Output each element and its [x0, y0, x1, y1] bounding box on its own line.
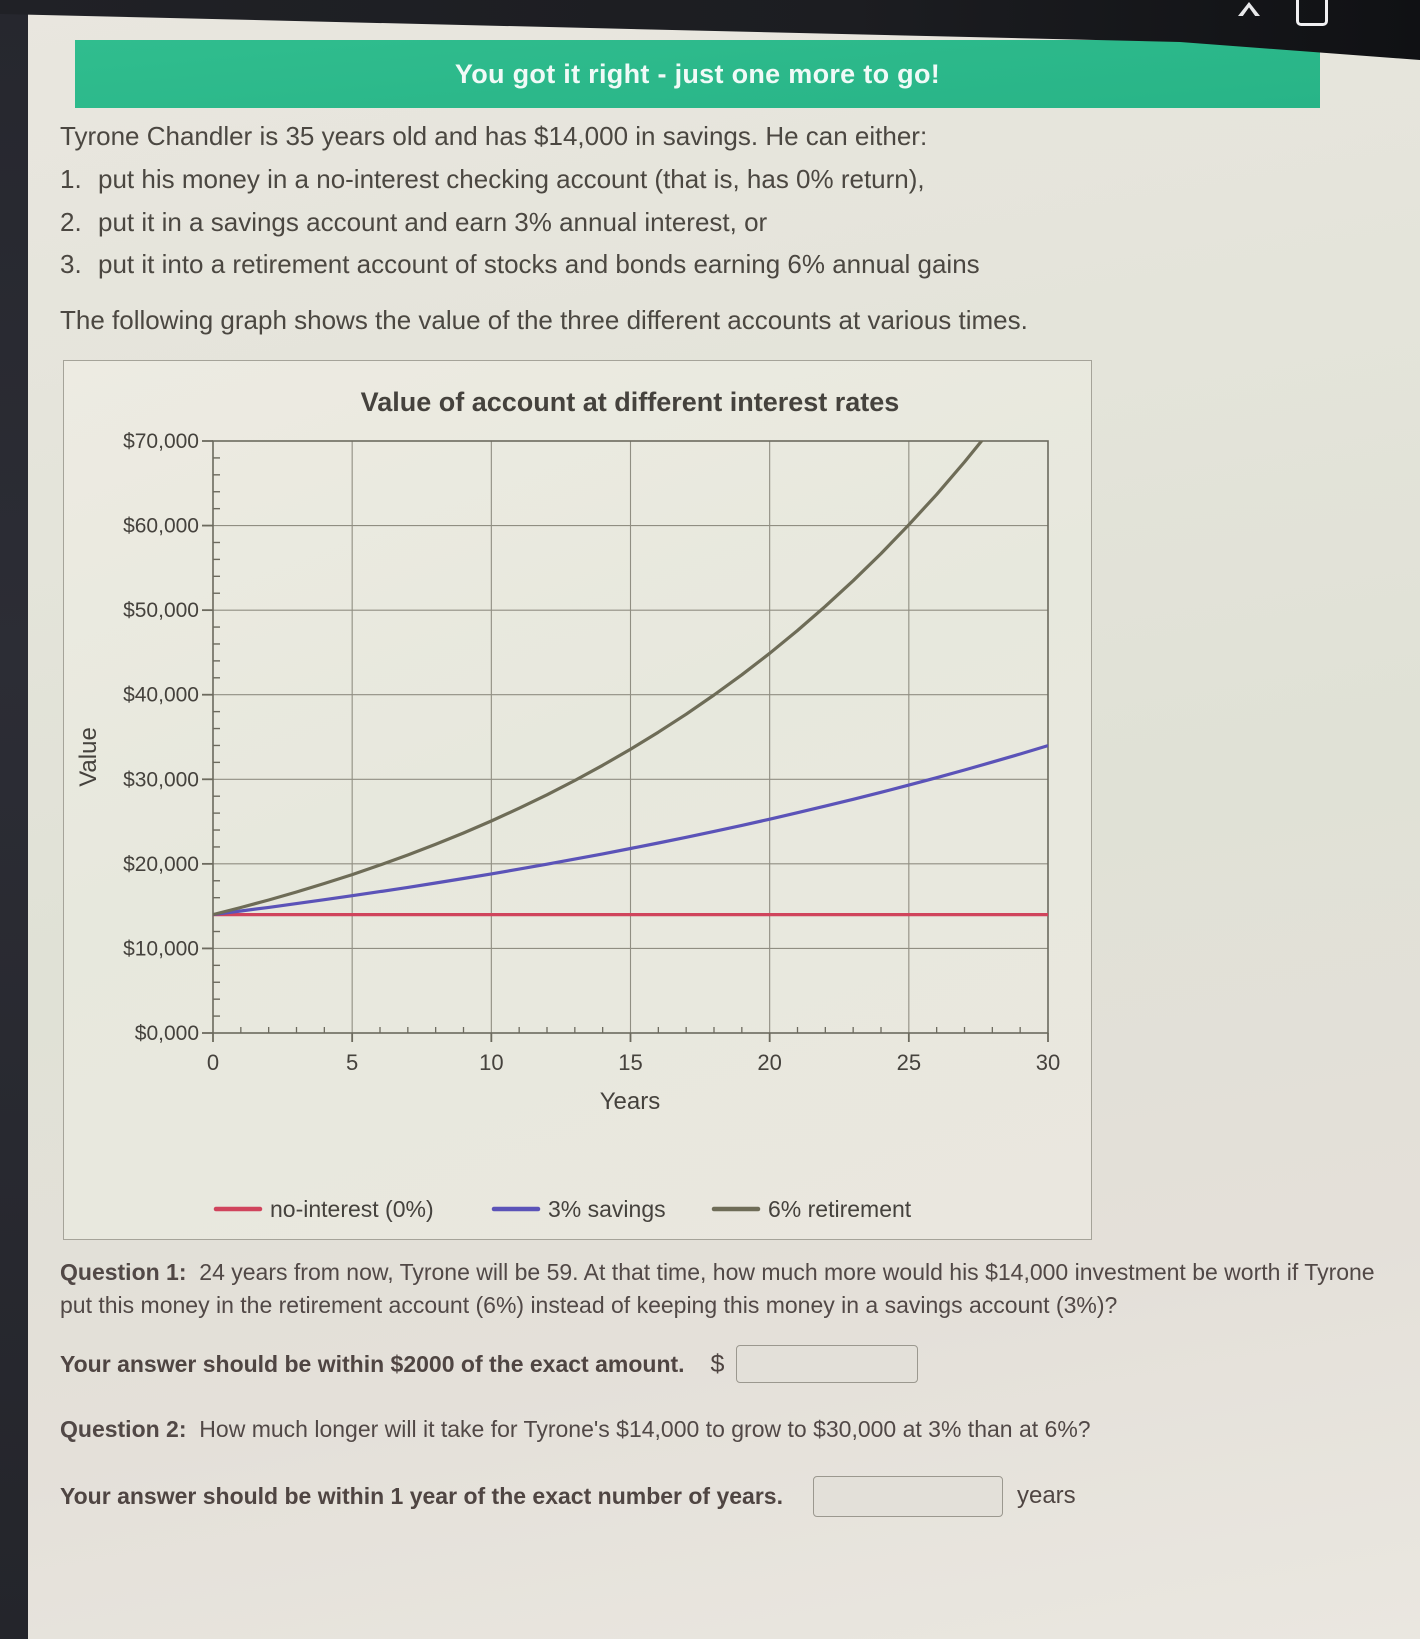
svg-text:$50,000: $50,000	[123, 599, 199, 622]
svg-text:0: 0	[207, 1050, 219, 1075]
option-2: 2. put it in a savings account and earn …	[60, 206, 1420, 240]
question-2-answer-row: Your answer should be within 1 year of t…	[60, 1475, 1420, 1517]
option-3: 3. put it into a retirement account of s…	[60, 248, 1420, 282]
chart-legend: no-interest (0%) 3% savings 6% retiremen…	[213, 1196, 912, 1222]
legend-label-3pct-savings: 3% savings	[548, 1196, 666, 1222]
question-1-instruction: Your answer should be within $2000 of th…	[60, 1350, 685, 1377]
option-1-text: put his money in a no-interest checking …	[98, 163, 925, 194]
legend-item-3pct-savings: 3% savings	[491, 1196, 666, 1222]
lesson-content: Tyrone Chandler is 35 years old and has …	[60, 112, 1420, 1517]
x-axis-label: Years	[600, 1088, 661, 1115]
chart-series-lines	[213, 440, 1048, 917]
svg-text:25: 25	[897, 1050, 921, 1075]
option-1: 1. put his money in a no-interest checki…	[60, 163, 1420, 197]
graph-lead: The following graph shows the value of t…	[60, 305, 1028, 336]
chart-card: Value of account at different interest r…	[63, 359, 1092, 1240]
option-1-number: 1.	[60, 163, 82, 194]
question-1-text: 24 years from now, Tyrone will be 59. At…	[60, 1258, 1375, 1318]
success-banner: You got it right - just one more to go!	[75, 40, 1320, 108]
svg-text:$40,000: $40,000	[123, 684, 199, 707]
svg-text:20: 20	[757, 1050, 781, 1075]
y-axis-label: Value	[75, 727, 102, 787]
plot-border	[212, 440, 1049, 1034]
dollar-prefix: $	[710, 1349, 725, 1378]
option-3-text: put it into a retirement account of stoc…	[98, 249, 980, 280]
chevron-up-icon	[1238, 2, 1260, 16]
svg-text:$30,000: $30,000	[123, 768, 199, 791]
question-2-label: Question 2:	[60, 1416, 187, 1443]
question-1-answer-input[interactable]	[736, 1345, 919, 1384]
legend-label-6pct-retirement: 6% retirement	[768, 1196, 912, 1222]
success-banner-text: You got it right - just one more to go!	[454, 58, 941, 89]
legend-label-no-interest: no-interest (0%)	[270, 1196, 434, 1222]
legend-item-no-interest: no-interest (0%)	[213, 1196, 434, 1222]
legend-item-6pct-retirement: 6% retirement	[711, 1196, 912, 1222]
option-3-number: 3.	[60, 249, 82, 280]
chart-title: Value of account at different interest r…	[361, 387, 900, 417]
svg-text:$10,000: $10,000	[123, 937, 199, 960]
chart-tick-labels: $0,000 $10,000 $20,000 $30,000 $40,000 $50,00…	[123, 430, 1060, 1075]
svg-text:15: 15	[618, 1050, 642, 1075]
option-2-text: put it in a savings account and earn 3% …	[98, 206, 768, 237]
years-suffix: years	[1016, 1482, 1076, 1510]
svg-text:$60,000: $60,000	[123, 515, 199, 538]
svg-text:$70,000: $70,000	[123, 430, 199, 453]
svg-text:10: 10	[479, 1050, 503, 1075]
svg-text:$0,000: $0,000	[135, 1022, 199, 1045]
svg-text:5: 5	[346, 1050, 358, 1075]
window-icon[interactable]	[1296, 0, 1328, 26]
question-1-label: Question 1:	[60, 1258, 187, 1285]
svg-text:30: 30	[1036, 1050, 1060, 1075]
question-2-text: How much longer will it take for Tyrone'…	[199, 1416, 1091, 1443]
lesson-page: You got it right - just one more to go! …	[28, 0, 1420, 1639]
question-1-answer-row: Your answer should be within $2000 of th…	[60, 1345, 1420, 1384]
account-value-chart: Value of account at different interest r…	[75, 387, 1060, 1222]
question-2: Question 2: How much longer will it take…	[60, 1413, 1405, 1446]
chart-gridlines	[213, 440, 1048, 1033]
problem-options: 1. put his money in a no-interest checki…	[60, 163, 1420, 282]
problem-intro: Tyrone Chandler is 35 years old and has …	[60, 121, 928, 151]
question-2-instruction: Your answer should be within 1 year of t…	[60, 1482, 783, 1509]
chart-ticks	[202, 440, 1049, 1042]
photo-bezel-left	[0, 0, 28, 1639]
question-1: Question 1: 24 years from now, Tyrone wi…	[60, 1256, 1405, 1321]
option-2-number: 2.	[60, 206, 82, 237]
question-2-answer-input[interactable]	[812, 1475, 1003, 1517]
svg-text:$20,000: $20,000	[123, 853, 199, 876]
